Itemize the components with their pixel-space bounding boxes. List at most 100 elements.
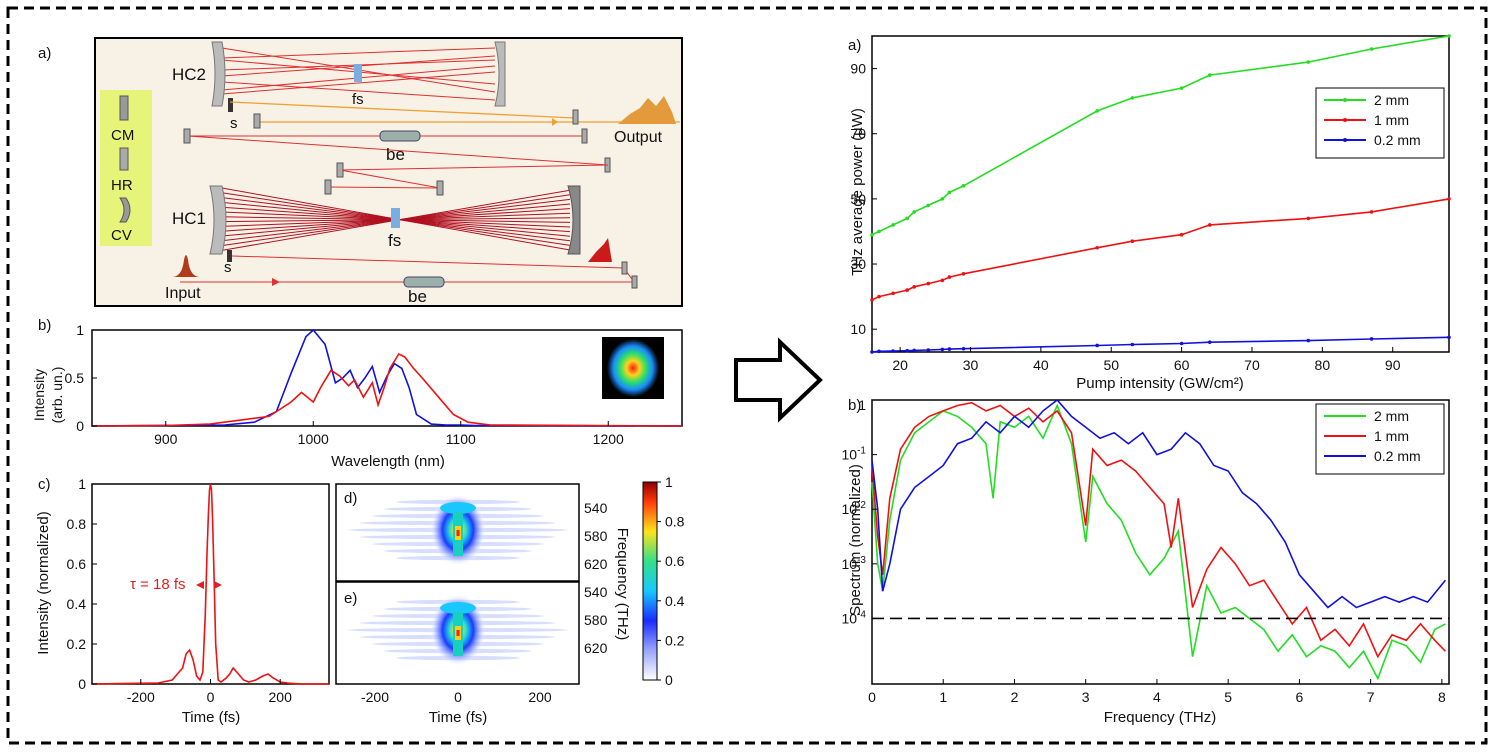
thz_power-point [940,278,945,283]
freq-tick-540-d: 540 [584,500,608,516]
output-arrow [552,118,558,126]
thz_power-point [877,229,881,234]
spectrogram-e: e) [335,581,580,685]
thz_power-point [940,197,945,201]
freq-tick-620-e: 620 [584,640,608,656]
fwhm-arrow-right [214,581,222,589]
be-top-beam-return [187,135,609,166]
legend-marker [1343,118,1347,122]
thz_power-point [1179,86,1184,90]
pulse-xtick-label: -200 [127,689,155,705]
thz-power-ytick-label: 50 [850,191,866,207]
thz_power-point [1095,245,1099,250]
legend-cv: CV [111,227,132,244]
wavelength-panel-label: b) [38,317,51,334]
fold-mirror-c [436,180,444,196]
hc1-label: HC1 [172,209,206,228]
spectrogram-tick-0: 0 [454,689,462,705]
output-pulse-shape [618,96,676,124]
pulse-plot-area: -200 0 200 0 0.2 0.4 0.6 0.8 1 [67,476,329,705]
thz-power-panel-label: a) [848,37,861,54]
beam-profile-spot [607,339,659,397]
input-mirror-a [621,261,628,275]
cm-mirror-icon [119,95,129,121]
thz_power-point [1207,340,1212,345]
pulse-width-annotation: τ = 18 fs [130,576,186,593]
thz_power-point [905,216,909,221]
spectrogram-d: d) [335,483,580,582]
thz_power-point [1447,197,1451,201]
spectrogram-top-lobe [440,602,476,614]
thz_power-point [1369,47,1374,51]
thz_power-point [877,349,881,354]
thz-spectrum-legend: 2 mm 1 mm 0.2 mm [1315,403,1445,475]
thz-power-xtick-label: 40 [1033,357,1049,373]
thz_power-point [1369,337,1374,341]
thz-power-ytick-label: 90 [850,61,866,77]
thz_power-point [947,190,952,195]
thz-power-xtick-label: 20 [892,357,908,373]
thz_power-point [926,203,931,208]
thz_power-point [1095,343,1099,348]
thz-spectrum-xtick-label: 5 [1224,689,1232,705]
thz-spectrum-axes-box [871,399,1450,685]
fold-beam-b [339,169,441,189]
thz_power-point [877,294,881,299]
pulse-xtick-label: 200 [269,689,293,705]
hr-mirror-a [253,113,261,129]
thz_power-point [1130,342,1135,347]
thz_power-point [947,347,952,351]
colorbar-tick-label: 1 [665,474,673,490]
freq-tick-620-d: 620 [584,556,608,572]
thz-spectrum-chart: b) Spectrum (normalized) 0 1 2 3 4 5 6 7 8 1 10-1 1… [842,397,1450,726]
hc1-left-mirror [209,185,227,255]
thz-power-xlabel: Pump intensity (GW/cm²) [1076,375,1244,392]
thz_power-point [891,291,895,296]
s-bottom-block [227,250,232,262]
output-beam-a [229,101,576,119]
fwhm-arrow-left [196,581,204,589]
spectrogram-e-image [348,594,568,666]
thz-spectrum-ytick-label: 10-4 [842,609,867,626]
thz_power-point [1306,216,1311,221]
hc1-output-pulse [588,238,612,262]
spectrogram-top-lobe [440,502,476,514]
pulse-ytick-label: 0.2 [67,636,87,652]
thz_power-point [961,184,966,188]
thz-power-ylabel: THz average power (µW) [849,108,866,276]
thz_power-point [912,210,917,214]
s-top-label: s [230,115,238,132]
pulse-ytick-label: 0.8 [67,516,87,532]
pulse-panel-label: c) [38,476,51,493]
thz-spectrum-plot-area: 0 1 2 3 4 5 6 7 8 1 10-1 10-2 10-3 10-4 [842,397,1449,705]
thz-power-xtick-label: 30 [963,357,979,373]
wavelength-ytick-label: 0.5 [65,370,85,386]
thz_power-point [1447,335,1451,340]
fs-top-label: fs [352,91,364,108]
thz_power-point [940,347,945,352]
input-arrow [272,278,280,286]
thz-power-xtick-label: 60 [1174,357,1190,373]
colorbar: 1 0.8 0.6 0.4 0.2 0 [642,474,685,688]
spectrogram-d-label: d) [344,490,357,507]
thz-spectrum-ytick-label: 10-2 [842,500,867,517]
legend-cm: CM [111,127,134,144]
thz_power-point [1207,73,1212,77]
thz-power-xtick-label: 70 [1244,357,1260,373]
legend-hr: HR [111,177,133,194]
thz_power-point [1447,34,1451,38]
thz_power-point [1179,232,1184,237]
thz_power-point [961,346,966,351]
thz-spectrum-xtick-label: 1 [939,689,947,705]
thz_power-point [1306,60,1311,64]
thz_power-point [1306,338,1311,343]
thz-spectrum-ytick-label: 10-1 [842,446,867,463]
hc2-left-mirror [211,41,226,107]
pulse-ytick-label: 0.6 [67,556,87,572]
thz-power-legend: 2 mm 1 mm 0.2 mm [1315,87,1445,159]
colorbar-tick-label: 0.6 [665,553,685,569]
legend-marker [1343,138,1347,142]
figure-frame [6,6,1488,745]
hc1-exit-beam [231,255,625,269]
be-top-expander [379,130,421,142]
